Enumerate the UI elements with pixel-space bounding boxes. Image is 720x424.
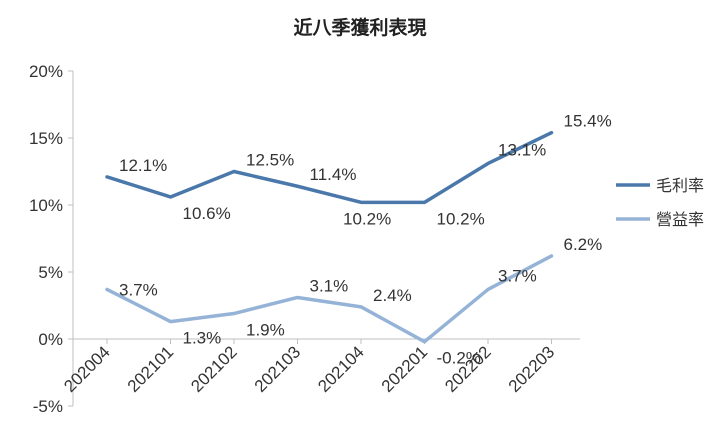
y-tick-label: 10% bbox=[29, 196, 63, 215]
x-tick-label: 202004 bbox=[60, 342, 114, 396]
x-tick-label: 202201 bbox=[378, 342, 432, 396]
chart-title: 近八季獲利表現 bbox=[293, 16, 426, 39]
y-tick-label: 20% bbox=[29, 62, 63, 81]
data-label: 6.2% bbox=[564, 235, 603, 254]
series-line-2 bbox=[105, 254, 554, 344]
x-tick-label: 202203 bbox=[505, 342, 559, 396]
data-label: 1.9% bbox=[246, 321, 285, 340]
data-label: 15.4% bbox=[564, 112, 612, 131]
y-tick-label: -5% bbox=[33, 397, 63, 416]
data-label: 3.7% bbox=[498, 266, 537, 285]
data-label: 1.3% bbox=[183, 329, 222, 348]
data-label: 10.2% bbox=[343, 209, 391, 228]
data-label: -0.2% bbox=[437, 349, 481, 368]
data-label: 10.6% bbox=[183, 204, 231, 223]
data-label: 12.5% bbox=[246, 151, 294, 170]
data-label: 10.2% bbox=[437, 209, 485, 228]
y-tick-label: 15% bbox=[29, 129, 63, 148]
data-labels: 12.1% 10.6% 12.5% 11.4% 10.2% 10.2% 13.1% 15.4%… bbox=[119, 112, 612, 368]
x-axis-ticks: 202004 202101 202102 202103 202104 202201 2022… bbox=[60, 339, 558, 396]
series-lines bbox=[105, 130, 554, 344]
series-line-1 bbox=[105, 130, 554, 205]
legend-label-1: 毛利率 bbox=[656, 176, 704, 195]
data-label: 12.1% bbox=[119, 156, 167, 175]
x-tick-label: 202103 bbox=[251, 342, 305, 396]
y-axis-ticks: 20% 15% 10% 5% 0% -5% bbox=[29, 62, 73, 416]
data-label: 2.4% bbox=[373, 286, 412, 305]
x-tick-label: 202101 bbox=[124, 342, 178, 396]
data-label: 11.4% bbox=[310, 165, 357, 184]
data-label: 3.1% bbox=[310, 276, 349, 295]
data-label: 13.1% bbox=[498, 140, 546, 159]
y-tick-label: 5% bbox=[38, 263, 63, 282]
x-tick-label: 202102 bbox=[187, 342, 241, 396]
legend-label-2: 營益率 bbox=[656, 210, 704, 229]
y-tick-label: 0% bbox=[38, 330, 63, 349]
data-label: 3.7% bbox=[119, 280, 158, 299]
x-tick-label: 202104 bbox=[314, 342, 368, 396]
